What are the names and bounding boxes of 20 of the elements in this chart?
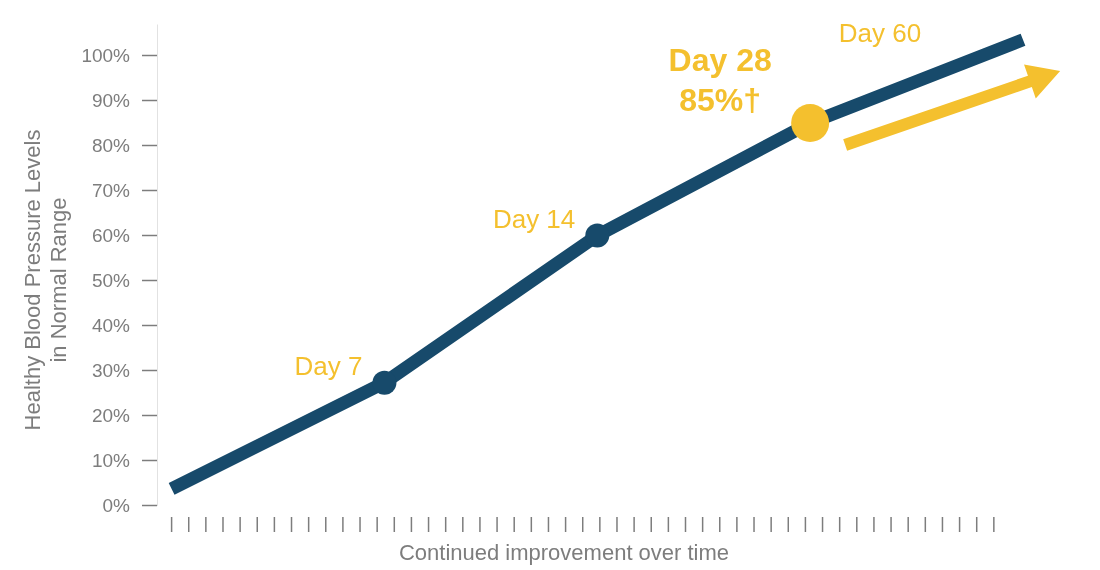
y-tick-label: 80% (91, 135, 131, 157)
annotation: Day 28 85%† (668, 42, 772, 118)
y-tick-label: 60% (91, 225, 131, 247)
y-tick-label: 90% (91, 90, 131, 112)
y-tick-label: 30% (91, 360, 131, 382)
annotation: Day 7 (294, 350, 363, 381)
y-tick-label: 40% (91, 315, 131, 337)
y-tick-label: 70% (91, 180, 131, 202)
annotation: Day 14 (492, 203, 576, 234)
y-tick-label: 20% (91, 405, 131, 427)
y-tick-label: 0% (102, 495, 131, 517)
x-axis-title: Continued improvement over time (398, 540, 730, 565)
y-tick-label: 50% (91, 270, 131, 292)
point (372, 370, 397, 395)
point (791, 104, 830, 142)
y-tick-label: 10% (91, 450, 131, 472)
point (585, 223, 610, 248)
annotation: Day 60 (838, 17, 922, 48)
y-tick-label: 100% (81, 45, 131, 67)
y-axis-title: Healthy Blood Pressure Levels in Normal Range (20, 129, 71, 431)
